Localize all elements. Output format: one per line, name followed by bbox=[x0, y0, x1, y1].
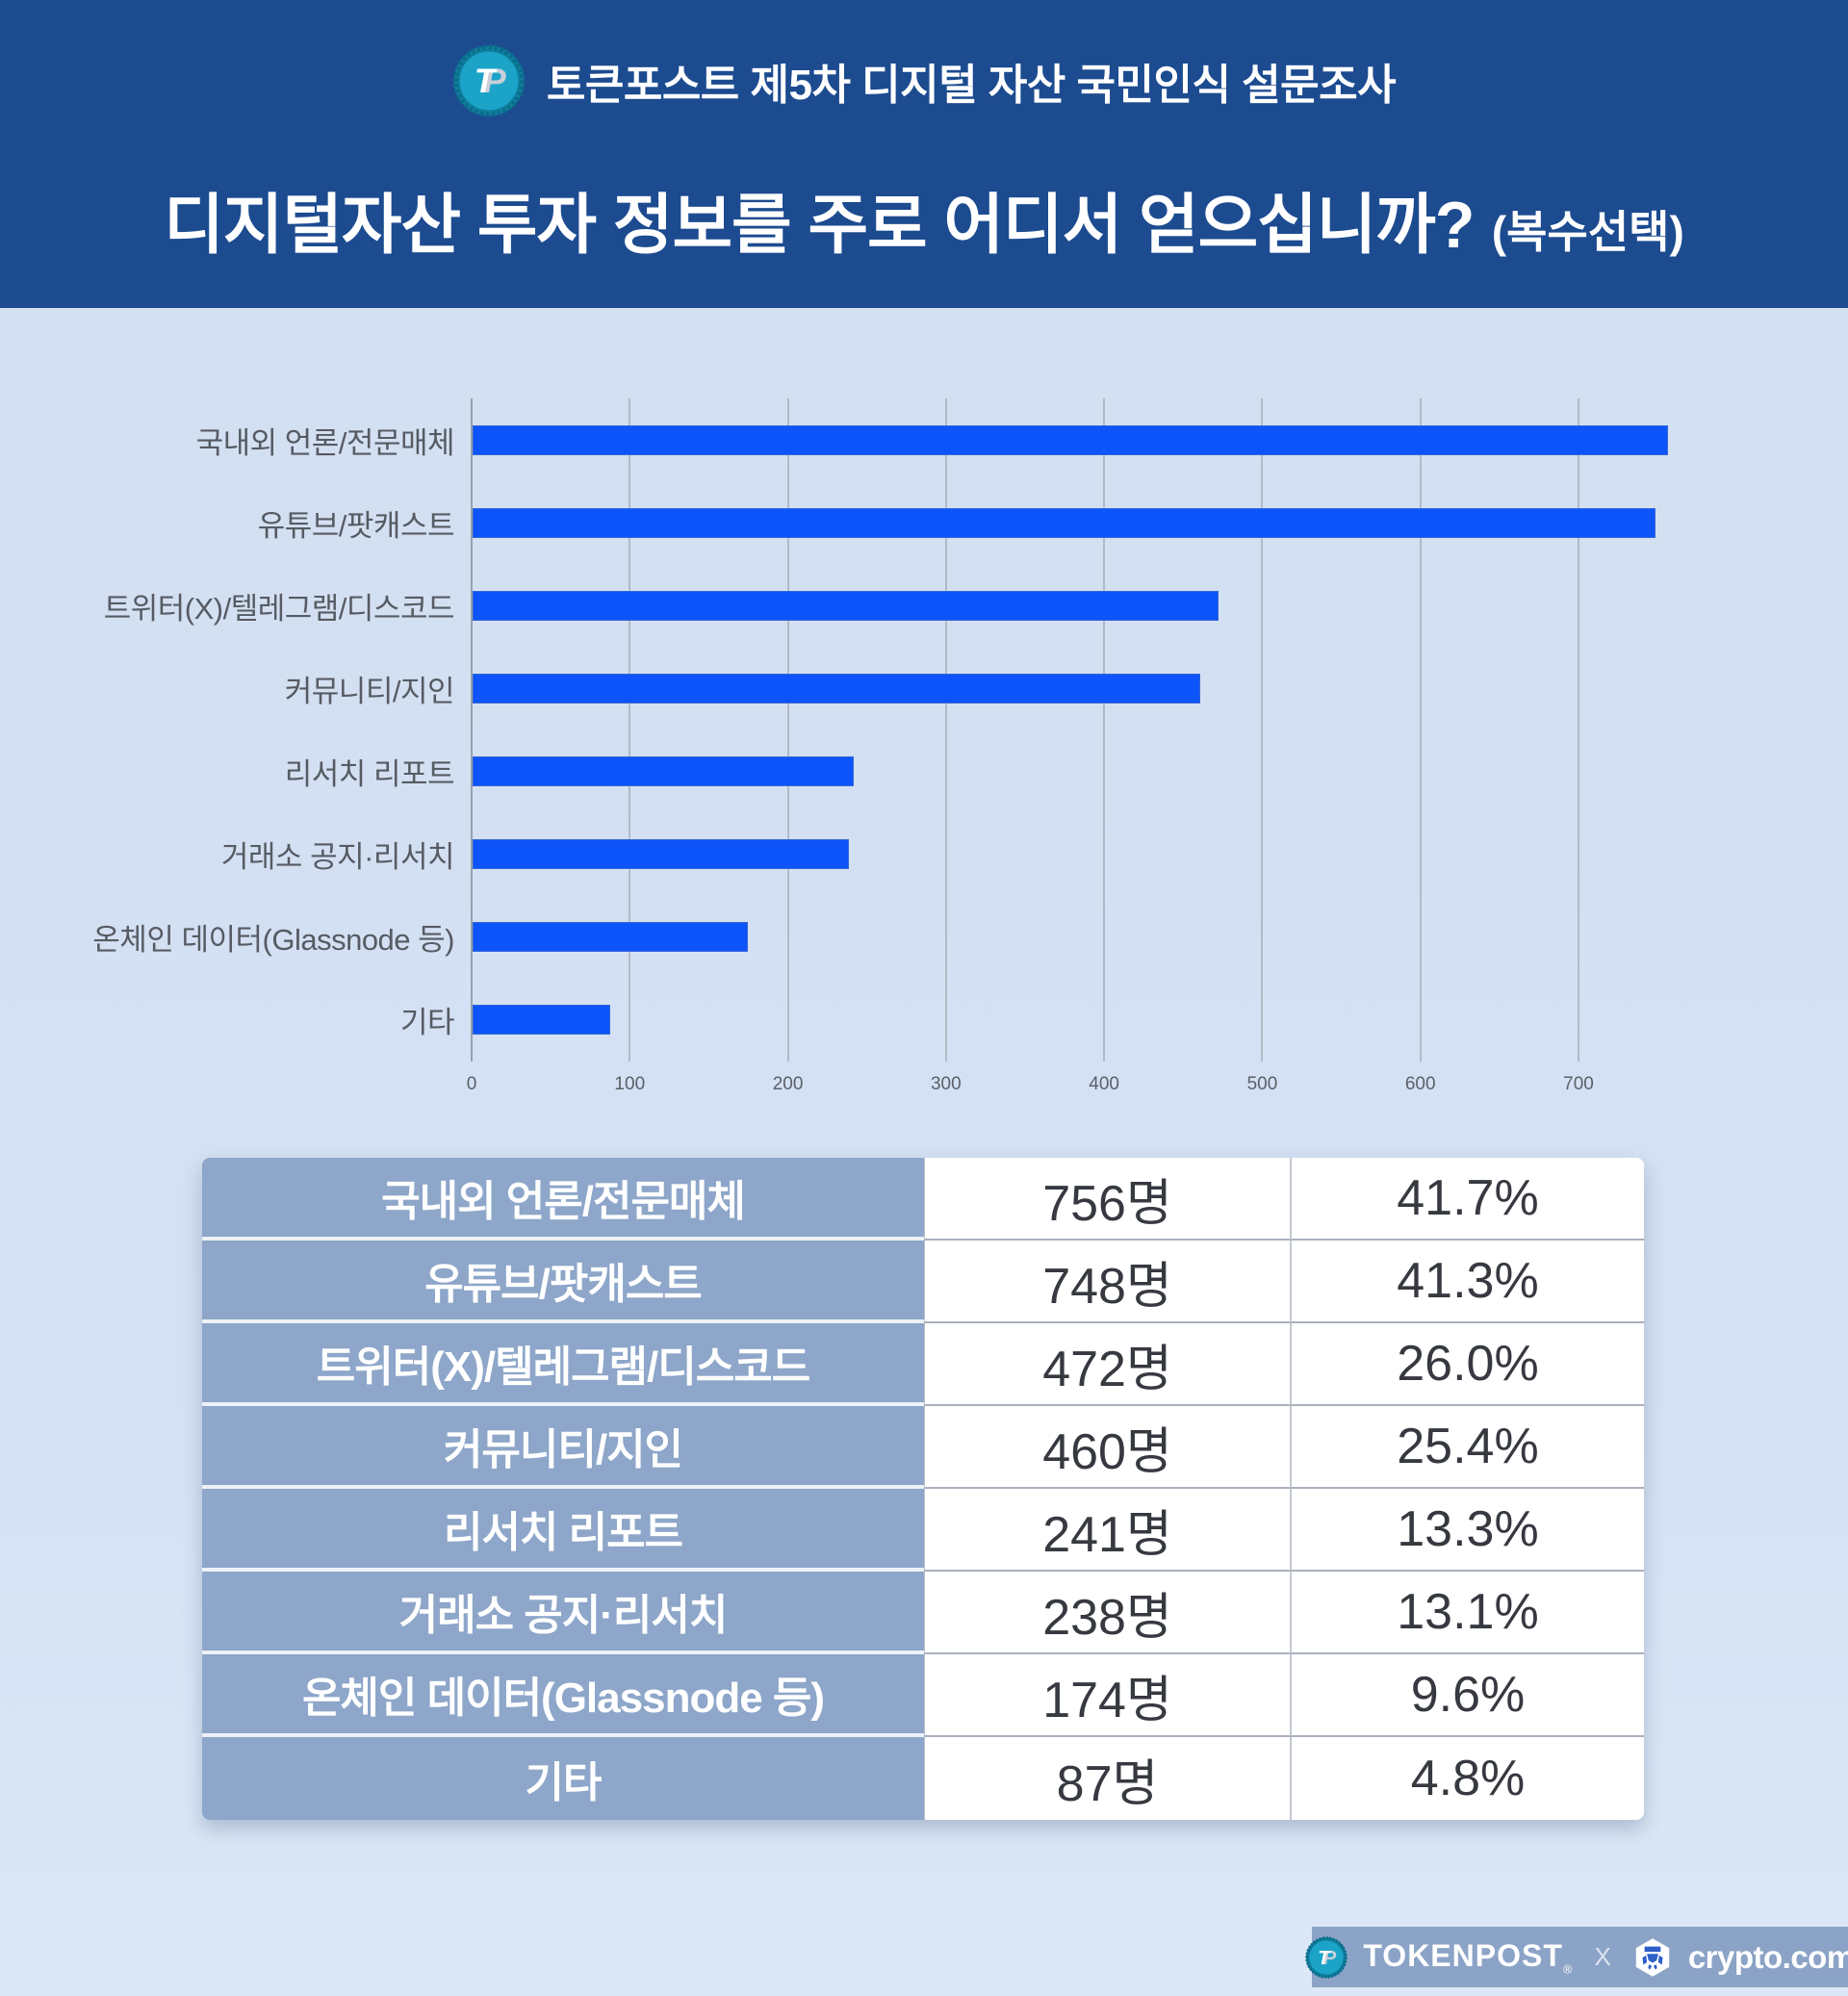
gridline bbox=[786, 398, 789, 1062]
x-axis-tick-label: 200 bbox=[772, 1074, 804, 1094]
header-banner: P T 토큰포스트 제5차 디지털 자산 국민인식 설문조사 디지털자산 투자 … bbox=[0, 0, 1848, 308]
tokenpost-coin-icon: P T bbox=[1305, 1935, 1348, 1979]
category-label: 온체인 데이터(Glassnode 등) bbox=[92, 923, 454, 958]
tokenpost-coin-icon: P T bbox=[452, 44, 526, 117]
table-row-count: 748명 bbox=[924, 1241, 1290, 1323]
table-row-label: 기타 bbox=[202, 1737, 924, 1820]
table-row-percent: 4.8% bbox=[1290, 1737, 1644, 1820]
table-row-label: 온체인 데이터(Glassnode 등) bbox=[202, 1654, 924, 1737]
gridline bbox=[1103, 398, 1106, 1062]
x-axis-tick-label: 100 bbox=[614, 1074, 646, 1094]
tokenpost-wordmark: TOKENPOST® bbox=[1363, 1937, 1574, 1977]
table-row-count: 238명 bbox=[924, 1572, 1290, 1654]
table-row-label: 커뮤니티/지인 bbox=[202, 1406, 924, 1489]
x-axis-tick-label: 400 bbox=[1089, 1074, 1119, 1094]
data-bar bbox=[473, 673, 1200, 704]
crypto-com-wordmark: crypto.com bbox=[1687, 1938, 1848, 1975]
category-label: 트위터(X)/텔레그램/디스코드 bbox=[103, 591, 455, 626]
category-label: 리서치 리포트 bbox=[284, 757, 455, 792]
x-axis-tick-label: 0 bbox=[466, 1074, 477, 1094]
svg-text:P: P bbox=[483, 63, 506, 100]
table-row-label: 국내외 언론/전문매체 bbox=[202, 1158, 924, 1241]
survey-title: 토큰포스트 제5차 디지털 자산 국민인식 설문조사 bbox=[546, 62, 1397, 109]
collab-x-separator: X bbox=[1594, 1942, 1611, 1971]
gridline bbox=[944, 398, 947, 1062]
registered-mark: ® bbox=[1562, 1961, 1574, 1977]
table-row-count: 87명 bbox=[924, 1737, 1290, 1820]
footer-brand-bar: P T TOKENPOST® X crypto.com bbox=[1305, 1927, 1848, 1987]
x-axis-tick-label: 600 bbox=[1404, 1074, 1436, 1094]
value-axis-line bbox=[471, 398, 473, 1062]
x-axis-tick-label: 500 bbox=[1246, 1074, 1278, 1094]
table-row-count: 460명 bbox=[924, 1406, 1290, 1489]
data-bar bbox=[473, 756, 854, 787]
category-label: 국내외 언론/전문매체 bbox=[195, 425, 455, 460]
table-row-percent: 25.4% bbox=[1290, 1406, 1644, 1489]
table-row-count: 472명 bbox=[924, 1323, 1290, 1406]
table-row-percent: 13.3% bbox=[1290, 1489, 1644, 1572]
table-row-percent: 26.0% bbox=[1290, 1323, 1644, 1406]
data-bar bbox=[473, 922, 748, 953]
question-row: 디지털자산 투자 정보를 주로 어디서 얻으십니까? (복수선택) bbox=[0, 171, 1848, 267]
table-row-count: 174명 bbox=[924, 1654, 1290, 1737]
category-label: 유튜브/팟캐스트 bbox=[257, 508, 455, 543]
data-bar bbox=[473, 507, 1656, 538]
svg-text:T: T bbox=[475, 63, 498, 100]
question-title: 디지털자산 투자 정보를 주로 어디서 얻으십니까? bbox=[164, 189, 1475, 262]
table-row-percent: 9.6% bbox=[1290, 1654, 1644, 1737]
table-row-label: 리서치 리포트 bbox=[202, 1489, 924, 1572]
table-row-label: 유튜브/팟캐스트 bbox=[202, 1241, 924, 1323]
summary-table: 국내외 언론/전문매체 756명 41.7% 유튜브/팟캐스트 748명 41.3% 트위터… bbox=[202, 1158, 1644, 1820]
gridline bbox=[1419, 398, 1422, 1062]
gridline bbox=[1578, 398, 1579, 1062]
header-survey-row: P T 토큰포스트 제5차 디지털 자산 국민인식 설문조사 bbox=[0, 44, 1848, 117]
data-bar bbox=[473, 1005, 610, 1036]
data-bar bbox=[473, 839, 849, 870]
x-axis-tick-label: 300 bbox=[930, 1074, 962, 1094]
table-row-count: 756명 bbox=[924, 1158, 1290, 1241]
category-label: 기타 bbox=[399, 1006, 455, 1040]
gridline bbox=[629, 398, 631, 1062]
x-axis-tick-label: 700 bbox=[1563, 1074, 1594, 1094]
svg-text:T: T bbox=[1319, 1948, 1332, 1969]
question-suffix: (복수선택) bbox=[1491, 207, 1684, 257]
table-row-percent: 41.7% bbox=[1290, 1158, 1644, 1241]
gridline bbox=[1261, 398, 1264, 1062]
data-bar bbox=[473, 590, 1219, 621]
category-label: 거래소 공지·리서치 bbox=[220, 840, 455, 875]
table-row-percent: 41.3% bbox=[1290, 1241, 1644, 1323]
svg-text:P: P bbox=[1323, 1948, 1337, 1969]
table-row-label: 거래소 공지·리서치 bbox=[202, 1572, 924, 1654]
table-row-count: 241명 bbox=[924, 1489, 1290, 1572]
crypto-com-icon bbox=[1635, 1937, 1670, 1977]
category-label: 커뮤니티/지인 bbox=[284, 674, 455, 708]
table-row-percent: 13.1% bbox=[1290, 1572, 1644, 1654]
data-bar bbox=[473, 424, 1668, 455]
table-row-label: 트위터(X)/텔레그램/디스코드 bbox=[202, 1323, 924, 1406]
